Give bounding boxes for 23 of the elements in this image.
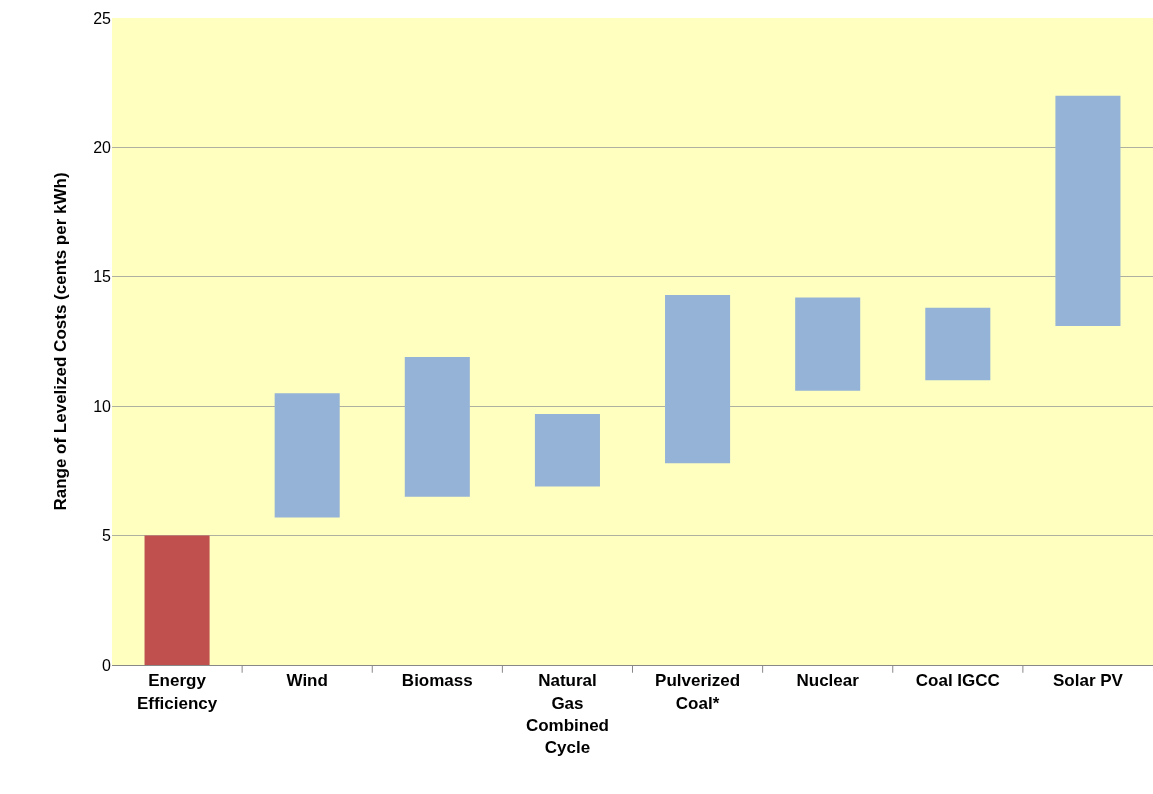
bar [534,413,600,487]
bar [404,357,470,497]
x-tick-label: Solar PV [1052,671,1124,691]
bar [925,307,991,381]
x-tick-label: Coal IGCC [915,671,1000,691]
bar [144,535,210,665]
y-axis-title: Range of Levelized Costs (cents per kWh) [50,172,70,511]
y-tick-label: 0 [102,656,112,674]
x-tick-label: Pulverized Coal* [655,671,741,713]
y-tick-label: 10 [93,397,112,415]
y-tick-label: 5 [102,527,112,545]
x-tick-label: Wind [286,671,328,691]
x-tick-label: Biomass [401,671,473,691]
x-tick-label: Natural Gas Combined Cycle [525,671,609,757]
bar [665,294,731,464]
y-tick-label: 15 [93,268,112,286]
y-tick-label: 20 [93,139,112,156]
bar [795,297,861,391]
bar [274,393,340,518]
x-tick-label: Nuclear [796,671,860,691]
bar [1055,95,1121,326]
y-tick-label: 25 [93,9,112,27]
x-tick-label: Energy Efficiency [136,671,218,713]
